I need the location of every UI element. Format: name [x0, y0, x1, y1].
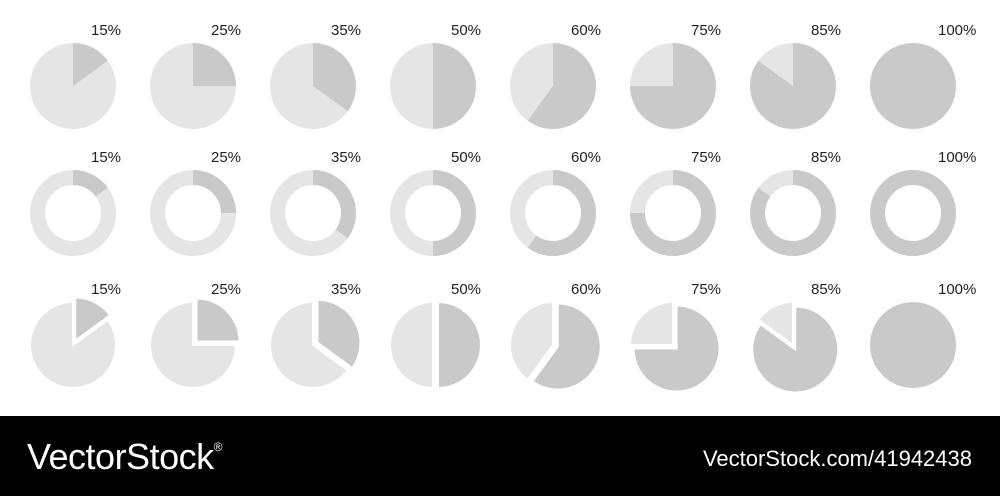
pie-chart-60: 60%: [510, 22, 601, 129]
donut-slice: [433, 170, 476, 256]
pie-chart-75: 75%: [630, 22, 721, 129]
exploded-slice: [316, 298, 362, 370]
donut-chart-35: 35%: [270, 149, 361, 256]
donut-slice: [313, 170, 356, 239]
pie-slice: [630, 43, 716, 129]
image-id: VectorStock.com/41942438: [702, 446, 972, 471]
pie-slice: [870, 43, 956, 129]
percent-label: 35%: [331, 281, 361, 298]
percent-label: 85%: [811, 22, 841, 39]
exploded-slice: [74, 296, 112, 343]
brand-logo: VectorStock®: [27, 436, 222, 478]
exploded-remainder: [756, 300, 794, 347]
percent-label: 15%: [91, 22, 121, 39]
pie-chart-grid: 15% 25% 35% 50% 60% 75% 85% 100% 15% 25% 35% 50% 60%…: [29, 22, 976, 394]
footer-bar: VectorStock® VectorStock.com/41942438: [0, 416, 1000, 496]
donut-slice: [73, 170, 108, 197]
percent-label: 75%: [691, 149, 721, 166]
donut-chart-25: 25%: [150, 149, 241, 256]
percent-label: 100%: [938, 22, 976, 39]
brand-name: VectorStock: [27, 436, 214, 477]
donut-chart-50: 50%: [390, 149, 481, 256]
pie-slice: [750, 43, 836, 129]
percent-label: 50%: [451, 281, 481, 298]
donut-slice: [527, 170, 596, 256]
exploded-slice: [751, 305, 840, 394]
exploded-slice: [632, 304, 721, 393]
percent-label: 50%: [451, 149, 481, 166]
pie-slice: [527, 43, 596, 129]
percent-label: 25%: [211, 149, 241, 166]
percent-label: 15%: [91, 149, 121, 166]
percent-label: 25%: [211, 22, 241, 39]
pie-slice: [433, 43, 476, 129]
exploded-chart-35: 35%: [269, 281, 362, 389]
registered-mark: ®: [213, 440, 223, 454]
exploded-remainder: [149, 300, 238, 389]
percent-label: 75%: [691, 22, 721, 39]
exploded-chart-15: 15%: [29, 281, 121, 389]
exploded-remainder: [269, 300, 350, 389]
pie-chart-25: 25%: [150, 22, 241, 129]
donut-chart-100: 100%: [870, 149, 976, 256]
percent-label: 35%: [331, 22, 361, 39]
exploded-slice: [437, 300, 482, 390]
exploded-chart-60: 60%: [509, 281, 602, 391]
percent-label: 60%: [571, 22, 601, 39]
percent-label: 60%: [571, 149, 601, 166]
exploded-slice: [195, 297, 241, 343]
percent-label: 25%: [211, 281, 241, 298]
donut-slice: [750, 170, 836, 256]
exploded-chart-85: 85%: [751, 281, 841, 394]
pie-slice: [313, 43, 356, 112]
exploded-slice: [870, 302, 956, 388]
exploded-chart-100: 100%: [870, 281, 976, 388]
pie-chart-50: 50%: [390, 22, 481, 129]
exploded-remainder: [389, 300, 434, 390]
percent-label: 100%: [938, 281, 976, 298]
donut-chart-15: 15%: [30, 149, 121, 256]
exploded-remainder: [509, 300, 554, 382]
percent-label: 85%: [811, 281, 841, 298]
donut-chart-75: 75%: [630, 149, 721, 256]
donut-slice: [630, 170, 716, 256]
exploded-chart-25: 25%: [149, 281, 241, 389]
donut-chart-60: 60%: [510, 149, 601, 256]
percent-label: 35%: [331, 149, 361, 166]
percent-label: 85%: [811, 149, 841, 166]
pie-chart-100: 100%: [870, 22, 976, 129]
exploded-chart-50: 50%: [389, 281, 482, 390]
percent-label: 50%: [451, 22, 481, 39]
exploded-remainder: [29, 300, 117, 389]
percent-label: 75%: [691, 281, 721, 298]
pie-chart-35: 35%: [270, 22, 361, 129]
exploded-slice: [531, 302, 602, 391]
pie-slice: [73, 43, 108, 86]
pie-chart-85: 85%: [750, 22, 841, 129]
pie-chart-15: 15%: [30, 22, 121, 129]
donut-slice: [870, 170, 956, 256]
percent-label: 15%: [91, 281, 121, 298]
percent-label: 100%: [938, 149, 976, 166]
donut-slice: [193, 170, 236, 213]
donut-chart-85: 85%: [750, 149, 841, 256]
exploded-chart-75: 75%: [628, 281, 721, 393]
percent-label: 60%: [571, 281, 601, 298]
pie-slice: [193, 43, 236, 86]
exploded-remainder: [628, 300, 674, 346]
